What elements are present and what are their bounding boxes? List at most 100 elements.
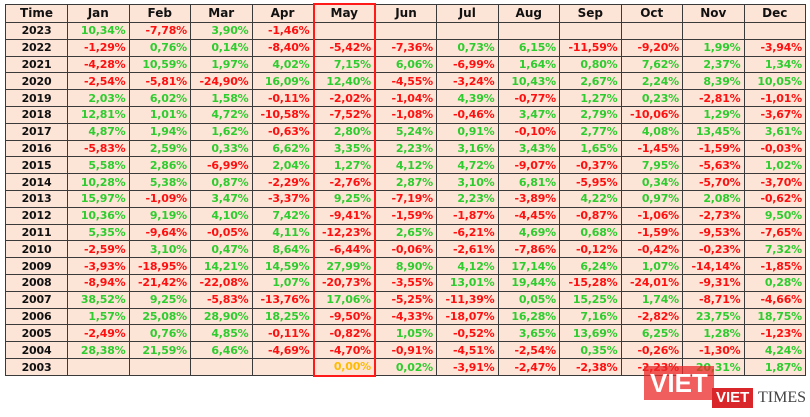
return-cell: -5,70% — [682, 173, 745, 191]
return-cell: 1,02% — [743, 156, 806, 175]
return-cell: 3,10% — [128, 240, 191, 259]
return-cell: -2,59% — [67, 240, 130, 259]
column-header-dec: Dec — [743, 3, 806, 23]
return-cell: 18,75% — [743, 307, 806, 326]
return-cell — [374, 22, 437, 40]
return-cell: -3,94% — [743, 38, 806, 57]
return-cell: 4,85% — [190, 324, 253, 343]
return-cell: 0,35% — [559, 341, 622, 359]
return-cell: 28,38% — [67, 341, 130, 359]
return-cell: -3,70% — [743, 173, 806, 191]
return-cell: 7,15% — [312, 55, 376, 74]
year-cell: 2021 — [5, 55, 68, 74]
return-cell: -22,08% — [190, 273, 253, 292]
table-row: 2019 2,03% 6,02% 1,58% -0,11% -2,02% -1,04% 4,3… — [5, 89, 806, 107]
return-cell: -9,53% — [682, 223, 745, 242]
return-cell: -3,37% — [251, 189, 314, 208]
return-cell: 1,34% — [743, 55, 806, 74]
return-cell: 0,68% — [559, 223, 622, 242]
return-cell: 2,08% — [682, 189, 745, 208]
year-cell: 2005 — [5, 324, 68, 343]
return-cell: 8,64% — [251, 240, 314, 259]
return-cell: 8,39% — [682, 72, 745, 91]
year-cell: 2013 — [5, 189, 68, 208]
return-cell: 16,09% — [251, 72, 314, 91]
return-cell: -0,05% — [190, 223, 253, 242]
column-header-may: May — [312, 3, 376, 23]
return-cell: -0,12% — [559, 240, 622, 259]
column-header-jun: Jun — [374, 3, 437, 23]
return-cell: 0,80% — [559, 55, 622, 74]
return-cell: 1,29% — [682, 105, 745, 124]
return-cell: 6,06% — [374, 55, 437, 74]
table-row: 2006 1,57% 25,08% 28,90% 18,25% -9,50% -4,33% -… — [5, 307, 806, 326]
return-cell: -3,55% — [374, 273, 437, 292]
return-cell: 15,97% — [67, 189, 130, 208]
return-cell: -0,62% — [743, 189, 806, 208]
return-cell: 1,94% — [128, 122, 191, 141]
return-cell: 1,57% — [67, 307, 130, 326]
return-cell: -3,67% — [743, 105, 806, 124]
return-cell: -1,30% — [682, 341, 745, 359]
return-cell: 5,35% — [67, 223, 130, 242]
return-cell: 4,39% — [436, 89, 499, 107]
return-cell: 9,25% — [312, 189, 376, 208]
return-cell: -4,66% — [743, 290, 806, 309]
column-header-mar: Mar — [190, 3, 253, 23]
return-cell: 1,97% — [190, 55, 253, 74]
return-cell: 13,69% — [559, 324, 622, 343]
return-cell: 1,62% — [190, 122, 253, 141]
table-row: 2022 -1,29% 0,76% 0,14% -8,40% -5,42% -7,36% 0,… — [5, 38, 806, 57]
return-cell: 7,42% — [251, 206, 314, 225]
year-cell: 2006 — [5, 307, 68, 326]
return-cell: -10,06% — [620, 105, 683, 124]
return-cell: 1,65% — [559, 139, 622, 158]
return-cell: 6,25% — [620, 324, 683, 343]
return-cell: 2,77% — [559, 122, 622, 141]
return-cell: 1,01% — [128, 105, 191, 124]
return-cell: 2,86% — [128, 156, 191, 175]
return-cell: 2,04% — [251, 156, 314, 175]
return-cell: 18,25% — [251, 307, 314, 326]
return-cell: 2,65% — [374, 223, 437, 242]
return-cell: -1,29% — [67, 38, 130, 57]
return-cell: 3,10% — [436, 173, 499, 191]
return-cell: -2,23% — [620, 357, 683, 377]
table-row: 2015 5,58% 2,86% -6,99% 2,04% 1,27% 4,12% 4,72%… — [5, 156, 806, 175]
return-cell: 4,08% — [620, 122, 683, 141]
return-cell: -9,07% — [497, 156, 560, 175]
return-cell: -1,09% — [128, 189, 191, 208]
return-cell: 9,25% — [128, 290, 191, 309]
return-cell: 27,99% — [312, 257, 376, 275]
return-cell — [190, 357, 253, 377]
return-cell: 0,87% — [190, 173, 253, 191]
return-cell: 8,90% — [374, 257, 437, 275]
return-cell: 0,28% — [743, 273, 806, 292]
table-row: 2013 15,97% -1,09% 3,47% -3,37% 9,25% -7,19% 2,… — [5, 189, 806, 208]
return-cell: 5,58% — [67, 156, 130, 175]
return-cell: 15,25% — [559, 290, 622, 309]
return-cell: -20,73% — [312, 273, 376, 292]
return-cell: 4,10% — [190, 206, 253, 225]
return-cell: -1,01% — [743, 89, 806, 107]
return-cell: -7,78% — [128, 22, 191, 40]
return-cell: -18,95% — [128, 257, 191, 275]
year-cell: 2011 — [5, 223, 68, 242]
return-cell: 1,58% — [190, 89, 253, 107]
return-cell: -2,54% — [497, 341, 560, 359]
return-cell: -0,42% — [620, 240, 683, 259]
return-cell: 9,19% — [128, 206, 191, 225]
return-cell: -8,94% — [67, 273, 130, 292]
return-cell: 0,23% — [620, 89, 683, 107]
return-cell: 4,22% — [559, 189, 622, 208]
return-cell: -5,81% — [128, 72, 191, 91]
return-cell: 17,06% — [312, 290, 376, 309]
return-cell: -3,91% — [436, 357, 499, 377]
table-row: 2003 0,00% 0,02% -3,91% -2,47% -2,38% -2,23% 20… — [5, 357, 806, 377]
return-cell: -4,51% — [436, 341, 499, 359]
return-cell: 1,87% — [743, 357, 806, 377]
return-cell: -1,04% — [374, 89, 437, 107]
return-cell: 2,80% — [312, 122, 376, 141]
return-cell: 3,47% — [190, 189, 253, 208]
return-cell: -2,73% — [682, 206, 745, 225]
